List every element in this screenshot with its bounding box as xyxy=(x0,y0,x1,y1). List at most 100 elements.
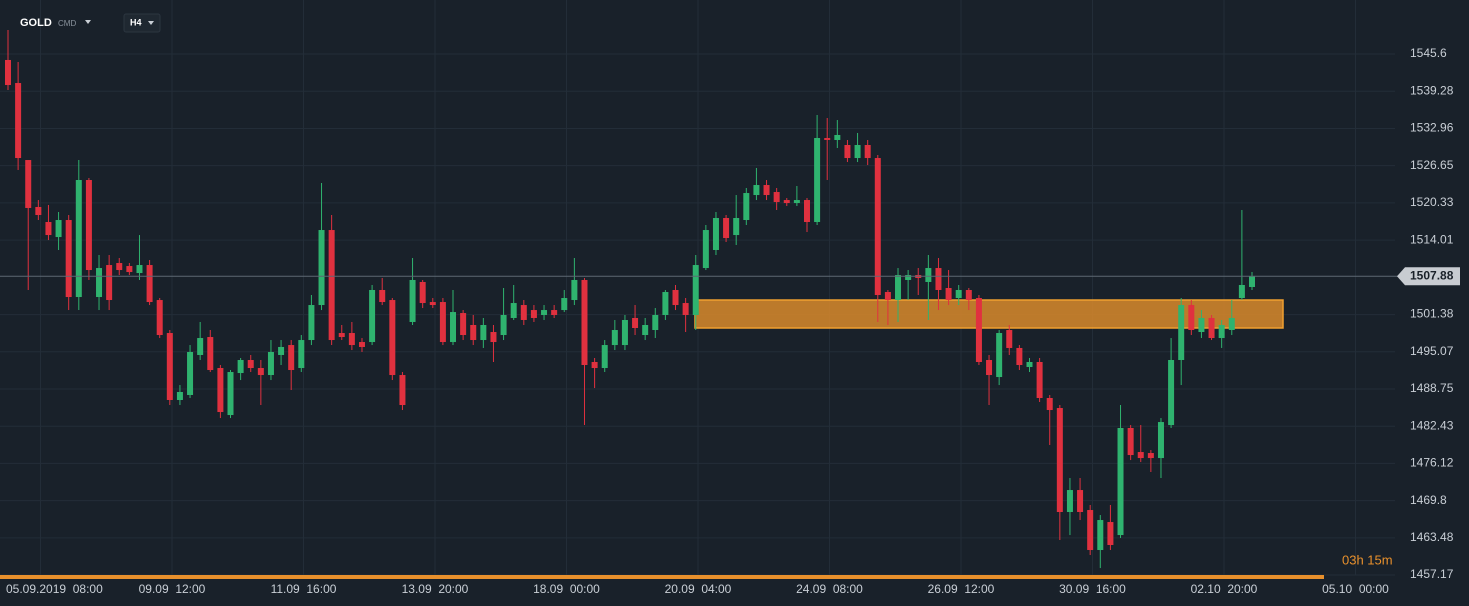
candle-body xyxy=(1097,520,1104,551)
candle-body xyxy=(510,303,517,318)
candle-body xyxy=(682,303,689,315)
candle-body xyxy=(237,359,244,374)
candle-body xyxy=(278,346,285,355)
timeframe[interactable]: H4 xyxy=(130,17,142,27)
candle-body xyxy=(905,275,912,280)
candle-body xyxy=(25,160,32,208)
candle-body xyxy=(207,337,214,371)
y-tick-label: 1463.48 xyxy=(1410,530,1454,544)
candle-body xyxy=(884,292,891,301)
candle-body xyxy=(197,338,204,355)
candle-body xyxy=(814,137,821,223)
candle-body xyxy=(662,292,669,315)
y-tick-label: 1482.43 xyxy=(1410,418,1454,432)
candle-body xyxy=(1127,427,1134,456)
candle-body xyxy=(288,345,295,371)
candle-body xyxy=(1228,317,1235,331)
candle-body xyxy=(1087,510,1094,551)
x-tick-label: 05.09.2019 08:00 xyxy=(6,582,103,596)
y-tick-label: 1545.6 xyxy=(1410,46,1447,60)
x-tick-label: 09.09 12:00 xyxy=(139,582,206,596)
candle-body xyxy=(1066,490,1073,513)
candle-body xyxy=(773,192,780,203)
candle-body xyxy=(844,145,851,159)
candle-body xyxy=(450,312,457,343)
symbol-dropdown[interactable] xyxy=(85,20,91,24)
candle-body xyxy=(1016,347,1023,366)
x-tick-label: 02.10 20:00 xyxy=(1191,582,1258,596)
candle-body xyxy=(45,222,52,236)
candle-body xyxy=(1137,452,1144,459)
timeframe-dropdown[interactable] xyxy=(148,21,154,25)
candle-body xyxy=(763,185,770,196)
candle-body xyxy=(1208,317,1215,339)
candle-body xyxy=(35,206,42,215)
grid xyxy=(0,0,1395,576)
candle-body xyxy=(642,324,649,336)
candle-body xyxy=(308,305,315,341)
candle-body xyxy=(824,137,831,140)
candle-body xyxy=(520,305,527,320)
candle-body xyxy=(187,351,194,395)
candle-body xyxy=(925,268,932,282)
symbol-type: CMD xyxy=(58,19,76,28)
candle-body xyxy=(369,290,376,343)
candle-body xyxy=(965,290,972,301)
y-tick-label: 1520.33 xyxy=(1410,195,1454,209)
last-price-tag xyxy=(1397,267,1460,286)
y-tick-label: 1488.75 xyxy=(1410,381,1454,395)
candle-body xyxy=(318,230,325,306)
symbol[interactable]: GOLD xyxy=(20,17,52,29)
candle-body xyxy=(146,265,153,303)
candle-body xyxy=(1157,422,1164,459)
candle-body xyxy=(541,310,548,315)
x-tick-label: 05.10 00:00 xyxy=(1322,582,1389,596)
candle-body xyxy=(864,145,871,159)
candle-body xyxy=(945,287,952,301)
y-tick-label: 1539.28 xyxy=(1410,83,1454,97)
candle-body xyxy=(5,59,11,86)
candle-body xyxy=(338,333,345,338)
candle-body xyxy=(490,332,497,343)
candle-body xyxy=(470,324,477,341)
candle-body xyxy=(217,368,224,413)
y-tick-label: 1495.07 xyxy=(1410,344,1454,358)
candle-body xyxy=(166,333,173,401)
candle-body xyxy=(1188,305,1195,331)
candle-body xyxy=(419,281,426,304)
candle-body xyxy=(156,300,163,336)
candle-body xyxy=(1178,305,1185,360)
candle-body xyxy=(551,310,558,315)
candle-body xyxy=(116,263,123,271)
candle-body xyxy=(712,218,719,250)
candle-body xyxy=(1168,359,1175,426)
candle-body xyxy=(460,313,467,336)
candle-body xyxy=(439,302,446,343)
x-tick-label: 24.09 08:00 xyxy=(796,582,863,596)
candle-body xyxy=(176,391,183,401)
candle-body xyxy=(136,265,143,274)
candle-body xyxy=(621,319,628,346)
candle-body xyxy=(561,298,568,311)
candle-body xyxy=(1218,324,1225,339)
y-tick-label: 1532.96 xyxy=(1410,121,1454,135)
candle-body xyxy=(895,275,902,301)
candle-body xyxy=(85,179,92,271)
candle-body xyxy=(632,317,639,329)
candle-body xyxy=(733,218,740,236)
timeframe-button[interactable] xyxy=(123,13,161,33)
y-tick-label: 1501.38 xyxy=(1410,307,1454,321)
candle-body xyxy=(55,220,62,238)
candle-body xyxy=(247,359,254,369)
candle-body xyxy=(126,266,133,273)
candle-body xyxy=(1107,522,1114,546)
candle-body xyxy=(783,200,790,204)
candle-body xyxy=(1077,490,1084,513)
candle-body xyxy=(65,220,72,298)
y-tick-label: 1526.65 xyxy=(1410,158,1454,172)
candle-body xyxy=(96,268,103,298)
candle-body xyxy=(227,372,234,416)
candle-body xyxy=(480,324,487,341)
